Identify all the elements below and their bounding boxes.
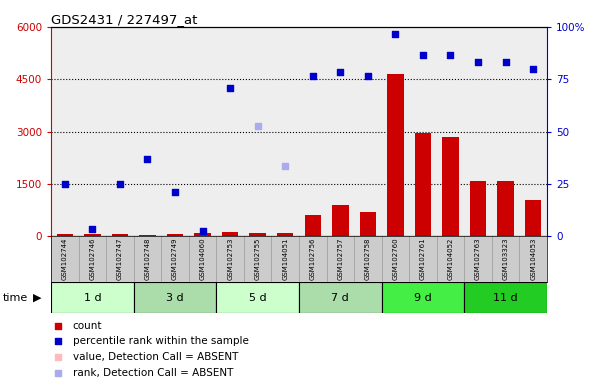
Text: count: count xyxy=(73,321,102,331)
Point xyxy=(376,100,385,106)
Text: ▶: ▶ xyxy=(33,293,41,303)
Bar xyxy=(525,200,542,236)
Text: GSM102747: GSM102747 xyxy=(117,238,123,280)
Point xyxy=(418,52,428,58)
Text: percentile rank within the sample: percentile rank within the sample xyxy=(73,336,249,346)
Text: 1 d: 1 d xyxy=(84,293,101,303)
Text: GSM102753: GSM102753 xyxy=(227,238,233,280)
Text: GSM102744: GSM102744 xyxy=(62,238,68,280)
Point xyxy=(253,123,263,129)
Point xyxy=(335,69,345,75)
Point xyxy=(225,85,235,91)
Point xyxy=(142,156,152,162)
Point xyxy=(528,66,538,72)
Point xyxy=(376,242,385,248)
Point xyxy=(60,181,70,187)
Point xyxy=(308,73,317,79)
Bar xyxy=(387,74,404,236)
Text: GSM102757: GSM102757 xyxy=(337,238,343,280)
Bar xyxy=(470,181,486,236)
Text: GSM102746: GSM102746 xyxy=(90,238,96,280)
Text: GSM102755: GSM102755 xyxy=(255,238,261,280)
Bar xyxy=(133,282,216,313)
Bar xyxy=(415,132,431,236)
Text: GSM102758: GSM102758 xyxy=(365,238,371,280)
Text: GSM104052: GSM104052 xyxy=(448,238,454,280)
Point xyxy=(446,52,456,58)
Bar xyxy=(51,282,133,313)
Text: GDS2431 / 227497_at: GDS2431 / 227497_at xyxy=(51,13,198,26)
Text: GSM102756: GSM102756 xyxy=(310,238,316,280)
Bar xyxy=(332,205,349,236)
Text: 9 d: 9 d xyxy=(414,293,432,303)
Point xyxy=(198,228,207,234)
Bar xyxy=(442,137,459,236)
Bar xyxy=(56,234,73,236)
Point xyxy=(501,59,510,65)
Point xyxy=(473,59,483,65)
Text: 11 d: 11 d xyxy=(493,293,518,303)
Text: GSM104060: GSM104060 xyxy=(200,238,206,280)
Text: 5 d: 5 d xyxy=(249,293,266,303)
Bar xyxy=(194,233,211,236)
Bar xyxy=(167,234,183,236)
Point xyxy=(170,189,180,195)
Text: time: time xyxy=(3,293,28,303)
Bar xyxy=(277,233,293,236)
Bar xyxy=(305,215,321,236)
Text: GSM103323: GSM103323 xyxy=(502,238,508,280)
Bar xyxy=(139,235,156,236)
Bar xyxy=(249,233,266,236)
Bar xyxy=(216,282,299,313)
Point xyxy=(115,181,125,187)
Text: GSM102749: GSM102749 xyxy=(172,238,178,280)
Point xyxy=(281,163,290,169)
Bar xyxy=(112,234,128,236)
Point xyxy=(363,73,373,79)
Text: GSM102748: GSM102748 xyxy=(144,238,150,280)
Bar xyxy=(497,181,514,236)
Bar xyxy=(382,282,464,313)
Bar xyxy=(84,234,100,236)
Bar xyxy=(464,282,547,313)
Text: GSM104051: GSM104051 xyxy=(282,238,288,280)
Text: GSM104053: GSM104053 xyxy=(530,238,536,280)
Bar xyxy=(222,232,239,236)
Text: GSM102763: GSM102763 xyxy=(475,238,481,280)
Text: GSM102761: GSM102761 xyxy=(420,238,426,280)
Bar xyxy=(359,212,376,236)
Text: 7 d: 7 d xyxy=(331,293,349,303)
Text: 3 d: 3 d xyxy=(166,293,184,303)
Bar xyxy=(299,282,382,313)
Point xyxy=(391,31,400,37)
Text: GSM102760: GSM102760 xyxy=(392,238,398,280)
Text: rank, Detection Call = ABSENT: rank, Detection Call = ABSENT xyxy=(73,367,233,377)
Point xyxy=(88,226,97,232)
Text: value, Detection Call = ABSENT: value, Detection Call = ABSENT xyxy=(73,352,238,362)
